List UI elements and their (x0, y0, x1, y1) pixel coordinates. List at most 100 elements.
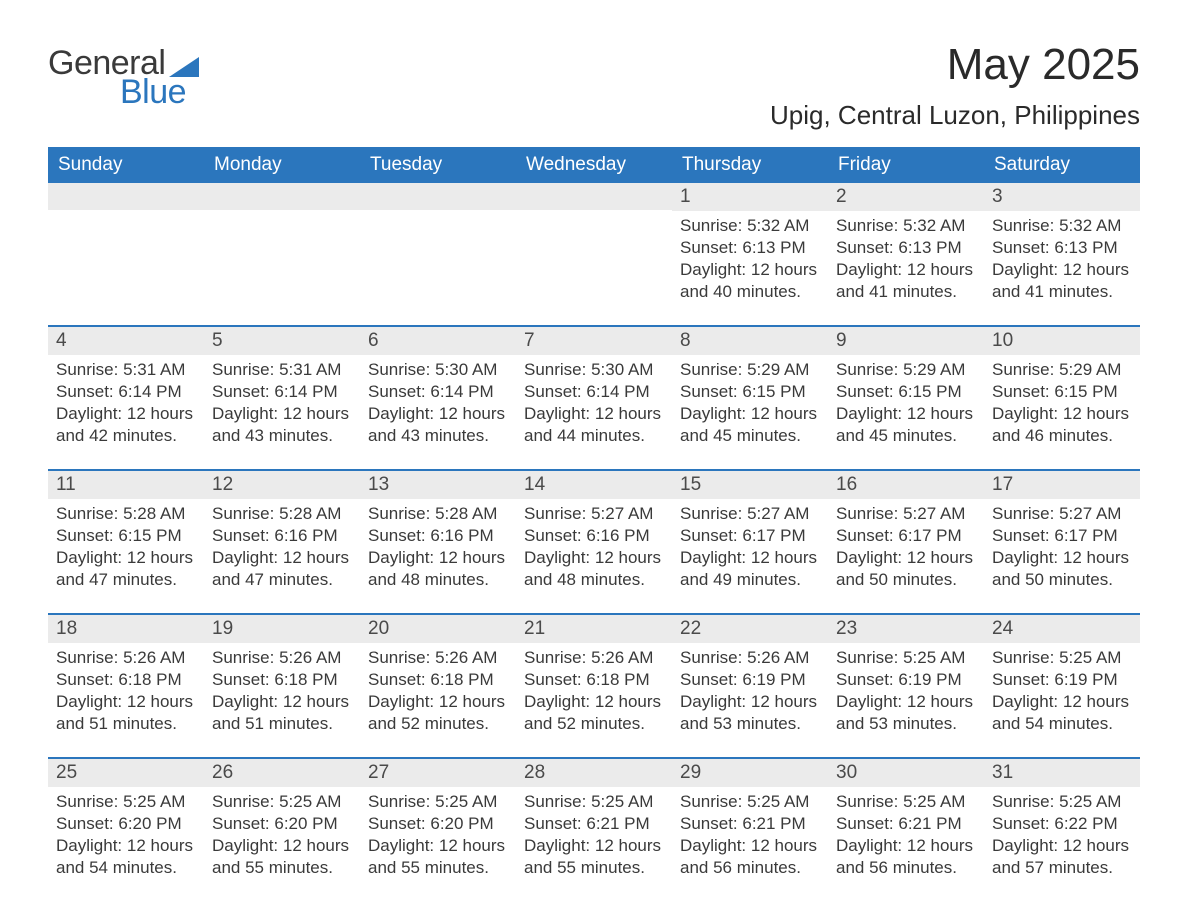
sunrise-line: Sunrise: 5:25 AM (368, 791, 508, 813)
day-cell: 10Sunrise: 5:29 AMSunset: 6:15 PMDayligh… (984, 327, 1140, 455)
sunset-line: Sunset: 6:21 PM (680, 813, 820, 835)
day-cell: 17Sunrise: 5:27 AMSunset: 6:17 PMDayligh… (984, 471, 1140, 599)
sunset-line: Sunset: 6:20 PM (56, 813, 196, 835)
day-number: 18 (48, 615, 204, 643)
sunset-line: Sunset: 6:15 PM (680, 381, 820, 403)
sunset-line: Sunset: 6:19 PM (836, 669, 976, 691)
sunrise-line: Sunrise: 5:27 AM (524, 503, 664, 525)
day-number: 9 (828, 327, 984, 355)
week-row: 18 Sunrise: 5:26 AMSunset: 6:18 PMDayligh… (48, 613, 1140, 743)
daylight-line: Daylight: 12 hours and 43 minutes. (368, 403, 508, 447)
day-body: Sunrise: 5:27 AMSunset: 6:17 PMDaylight:… (984, 499, 1140, 595)
daylight-line: Daylight: 12 hours and 50 minutes. (836, 547, 976, 591)
day-cell: 26Sunrise: 5:25 AMSunset: 6:20 PMDayligh… (204, 759, 360, 887)
day-number (516, 183, 672, 210)
dayheader-friday: Friday (828, 147, 984, 183)
day-number: 6 (360, 327, 516, 355)
day-cell: 27Sunrise: 5:25 AMSunset: 6:20 PMDayligh… (360, 759, 516, 887)
day-number: 27 (360, 759, 516, 787)
day-number: 22 (672, 615, 828, 643)
day-cell: 4Sunrise: 5:31 AMSunset: 6:14 PMDaylight… (48, 327, 204, 455)
day-number: 21 (516, 615, 672, 643)
sunset-line: Sunset: 6:17 PM (992, 525, 1132, 547)
day-cell (48, 183, 204, 311)
daylight-line: Daylight: 12 hours and 51 minutes. (56, 691, 196, 735)
day-body: Sunrise: 5:25 AMSunset: 6:19 PMDaylight:… (984, 643, 1140, 739)
dayheader-wednesday: Wednesday (516, 147, 672, 183)
calendar: SundayMondayTuesdayWednesdayThursdayFrid… (48, 147, 1140, 887)
week-row: 11Sunrise: 5:28 AMSunset: 6:15 PMDayligh… (48, 469, 1140, 599)
daylight-line: Daylight: 12 hours and 55 minutes. (212, 835, 352, 879)
sunset-line: Sunset: 6:19 PM (680, 669, 820, 691)
day-number: 5 (204, 327, 360, 355)
day-body: Sunrise: 5:32 AMSunset: 6:13 PMDaylight:… (828, 211, 984, 307)
day-cell: 28Sunrise: 5:25 AMSunset: 6:21 PMDayligh… (516, 759, 672, 887)
day-body: Sunrise: 5:31 AMSunset: 6:14 PMDaylight:… (48, 355, 204, 451)
day-body: Sunrise: 5:32 AMSunset: 6:13 PMDaylight:… (672, 211, 828, 307)
day-number: 20 (360, 615, 516, 643)
day-cell: 16Sunrise: 5:27 AMSunset: 6:17 PMDayligh… (828, 471, 984, 599)
sunrise-line: Sunrise: 5:32 AM (992, 215, 1132, 237)
daylight-line: Daylight: 12 hours and 48 minutes. (368, 547, 508, 591)
day-body: Sunrise: 5:32 AMSunset: 6:13 PMDaylight:… (984, 211, 1140, 307)
daylight-line: Daylight: 12 hours and 53 minutes. (680, 691, 820, 735)
day-body: Sunrise: 5:25 AMSunset: 6:21 PMDaylight:… (828, 787, 984, 883)
sunrise-line: Sunrise: 5:25 AM (524, 791, 664, 813)
daylight-line: Daylight: 12 hours and 57 minutes. (992, 835, 1132, 879)
daylight-line: Daylight: 12 hours and 45 minutes. (680, 403, 820, 447)
day-number: 19 (204, 615, 360, 643)
day-cell: 13Sunrise: 5:28 AMSunset: 6:16 PMDayligh… (360, 471, 516, 599)
sunset-line: Sunset: 6:17 PM (836, 525, 976, 547)
day-cell: 11Sunrise: 5:28 AMSunset: 6:15 PMDayligh… (48, 471, 204, 599)
day-cell: 19Sunrise: 5:26 AMSunset: 6:18 PMDayligh… (204, 615, 360, 743)
sunset-line: Sunset: 6:13 PM (836, 237, 976, 259)
sunrise-line: Sunrise: 5:28 AM (212, 503, 352, 525)
day-body: Sunrise: 5:25 AMSunset: 6:20 PMDaylight:… (48, 787, 204, 883)
day-cell: 21Sunrise: 5:26 AMSunset: 6:18 PMDayligh… (516, 615, 672, 743)
day-number: 24 (984, 615, 1140, 643)
day-body: Sunrise: 5:25 AMSunset: 6:20 PMDaylight:… (360, 787, 516, 883)
daylight-line: Daylight: 12 hours and 42 minutes. (56, 403, 196, 447)
sunrise-line: Sunrise: 5:32 AM (836, 215, 976, 237)
day-cell: 12Sunrise: 5:28 AMSunset: 6:16 PMDayligh… (204, 471, 360, 599)
logo-triangle-icon (169, 57, 199, 77)
day-number: 10 (984, 327, 1140, 355)
location: Upig, Central Luzon, Philippines (770, 100, 1140, 131)
sunrise-line: Sunrise: 5:27 AM (836, 503, 976, 525)
sunrise-line: Sunrise: 5:28 AM (56, 503, 196, 525)
day-cell: 15Sunrise: 5:27 AMSunset: 6:17 PMDayligh… (672, 471, 828, 599)
dayheader-tuesday: Tuesday (360, 147, 516, 183)
sunset-line: Sunset: 6:18 PM (524, 669, 664, 691)
month-title: May 2025 (770, 40, 1140, 90)
day-body: Sunrise: 5:25 AMSunset: 6:19 PMDaylight:… (828, 643, 984, 739)
daylight-line: Daylight: 12 hours and 49 minutes. (680, 547, 820, 591)
sunrise-line: Sunrise: 5:28 AM (368, 503, 508, 525)
day-body: Sunrise: 5:28 AMSunset: 6:16 PMDaylight:… (204, 499, 360, 595)
daylight-line: Daylight: 12 hours and 50 minutes. (992, 547, 1132, 591)
sunset-line: Sunset: 6:15 PM (836, 381, 976, 403)
day-body: Sunrise: 5:29 AMSunset: 6:15 PMDaylight:… (672, 355, 828, 451)
sunrise-line: Sunrise: 5:32 AM (680, 215, 820, 237)
day-cell: 25Sunrise: 5:25 AMSunset: 6:20 PMDayligh… (48, 759, 204, 887)
day-number: 17 (984, 471, 1140, 499)
sunset-line: Sunset: 6:18 PM (212, 669, 352, 691)
sunrise-line: Sunrise: 5:27 AM (992, 503, 1132, 525)
dayheader-thursday: Thursday (672, 147, 828, 183)
day-cell: 1Sunrise: 5:32 AMSunset: 6:13 PMDaylight… (672, 183, 828, 311)
sunset-line: Sunset: 6:13 PM (992, 237, 1132, 259)
day-body: Sunrise: 5:26 AMSunset: 6:18 PMDaylight:… (516, 643, 672, 739)
day-body: Sunrise: 5:25 AMSunset: 6:20 PMDaylight:… (204, 787, 360, 883)
title-block: May 2025 Upig, Central Luzon, Philippine… (770, 40, 1140, 131)
daylight-line: Daylight: 12 hours and 46 minutes. (992, 403, 1132, 447)
day-number: 13 (360, 471, 516, 499)
daylight-line: Daylight: 12 hours and 54 minutes. (56, 835, 196, 879)
sunset-line: Sunset: 6:14 PM (368, 381, 508, 403)
daylight-line: Daylight: 12 hours and 41 minutes. (836, 259, 976, 303)
sunrise-line: Sunrise: 5:25 AM (212, 791, 352, 813)
day-number: 29 (672, 759, 828, 787)
day-number: 4 (48, 327, 204, 355)
sunrise-line: Sunrise: 5:25 AM (56, 791, 196, 813)
sunrise-line: Sunrise: 5:29 AM (680, 359, 820, 381)
sunset-line: Sunset: 6:22 PM (992, 813, 1132, 835)
dayheader-row: SundayMondayTuesdayWednesdayThursdayFrid… (48, 147, 1140, 183)
